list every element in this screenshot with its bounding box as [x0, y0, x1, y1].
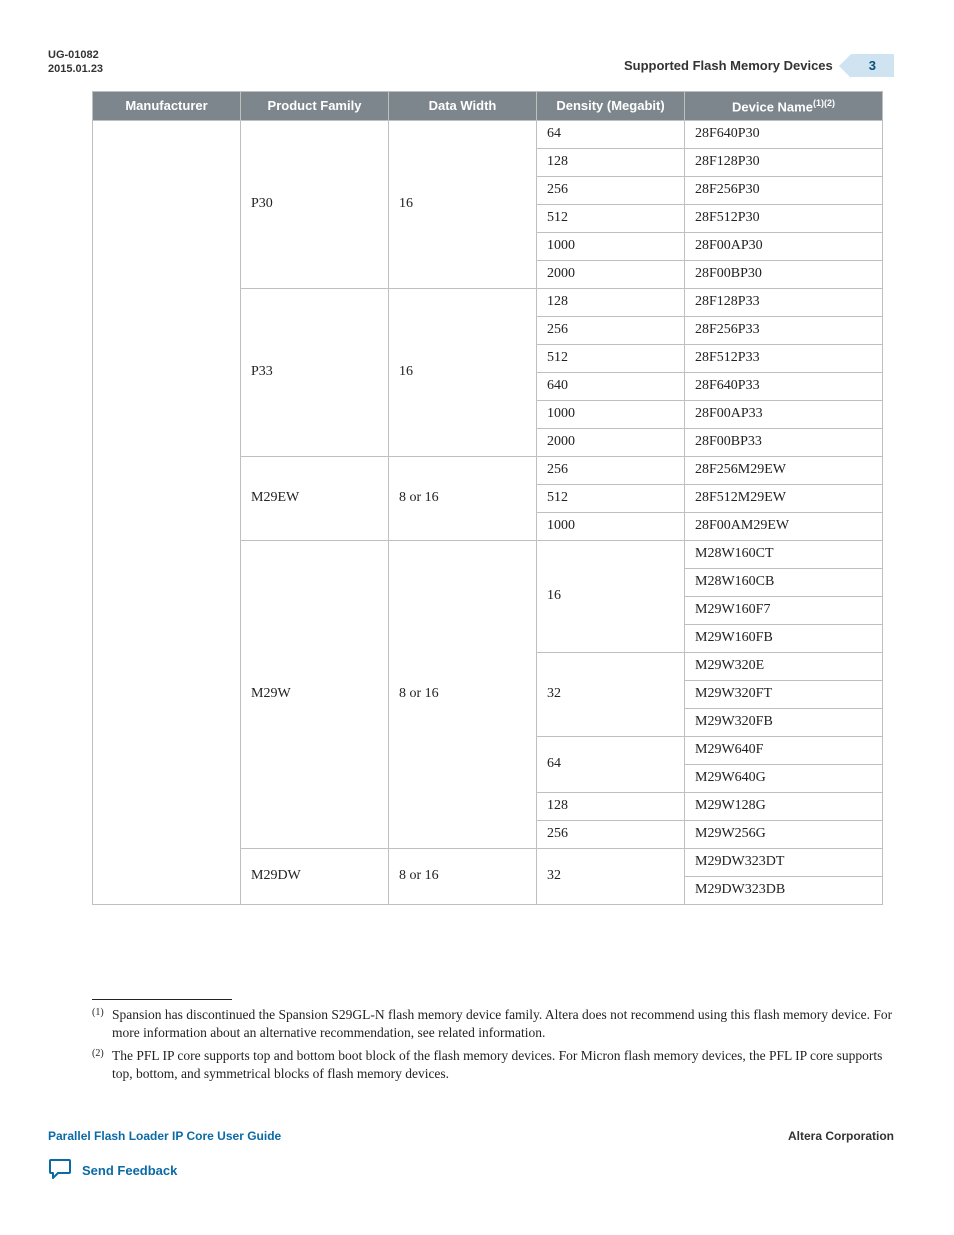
doc-identifier: UG-01082 2015.01.23 [48, 48, 103, 77]
speech-bubble-icon [48, 1158, 72, 1183]
table-cell: 512 [537, 484, 685, 512]
footnote-text: The PFL IP core supports top and bottom … [112, 1047, 894, 1083]
table-cell: 28F256P30 [685, 176, 883, 204]
table-cell: 28F512P33 [685, 344, 883, 372]
table-cell [93, 120, 241, 904]
table-cell: M29EW [241, 456, 389, 540]
table-cell: 256 [537, 820, 685, 848]
table-column-header: Manufacturer [93, 91, 241, 120]
table-cell: 16 [389, 120, 537, 288]
table-cell: 32 [537, 848, 685, 904]
page-header: UG-01082 2015.01.23 Supported Flash Memo… [48, 48, 894, 77]
table-cell: 2000 [537, 428, 685, 456]
table-column-header: Density (Megabit) [537, 91, 685, 120]
footnote: (2) The PFL IP core supports top and bott… [92, 1047, 894, 1083]
table-cell: 256 [537, 456, 685, 484]
table-cell: 640 [537, 372, 685, 400]
table-column-header: Product Family [241, 91, 389, 120]
table-column-header: Device Name(1)(2) [685, 91, 883, 120]
header-right: Supported Flash Memory Devices 3 [624, 54, 894, 77]
table-cell: 8 or 16 [389, 848, 537, 904]
footnotes: (1) Spansion has discontinued the Spansio… [92, 999, 894, 1087]
table-cell: 1000 [537, 232, 685, 260]
table-cell: M29W256G [685, 820, 883, 848]
table-cell: M29DW [241, 848, 389, 904]
send-feedback-label: Send Feedback [82, 1163, 177, 1178]
table-cell: 28F00BP30 [685, 260, 883, 288]
doc-date: 2015.01.23 [48, 63, 103, 75]
footnote-mark: (2) [92, 1047, 106, 1083]
table-cell: 28F00AP30 [685, 232, 883, 260]
table-cell: 28F512P30 [685, 204, 883, 232]
table-cell: M29DW323DT [685, 848, 883, 876]
footnote-mark: (1) [92, 1006, 106, 1042]
table-cell: M29W128G [685, 792, 883, 820]
table-cell: 64 [537, 736, 685, 792]
table-cell: 128 [537, 792, 685, 820]
table-cell: 512 [537, 204, 685, 232]
table-cell: 28F128P30 [685, 148, 883, 176]
table-cell: 16 [389, 288, 537, 456]
corporation-name: Altera Corporation [788, 1129, 894, 1143]
table-cell: 28F256P33 [685, 316, 883, 344]
table-cell: M29W320FB [685, 708, 883, 736]
doc-id: UG-01082 [48, 49, 99, 61]
table-cell: P30 [241, 120, 389, 288]
table-cell: 28F512M29EW [685, 484, 883, 512]
table-cell: 28F640P33 [685, 372, 883, 400]
table-header-row: ManufacturerProduct FamilyData WidthDens… [93, 91, 883, 120]
table-cell: 28F00AP33 [685, 400, 883, 428]
table-cell: M29W320E [685, 652, 883, 680]
table-cell: 256 [537, 316, 685, 344]
table-cell: M29W640G [685, 764, 883, 792]
table-cell: 128 [537, 148, 685, 176]
table-cell: 28F128P33 [685, 288, 883, 316]
table-cell: 256 [537, 176, 685, 204]
table-cell: 64 [537, 120, 685, 148]
table-cell: M29DW323DB [685, 876, 883, 904]
table-cell: 28F640P30 [685, 120, 883, 148]
table-column-header: Data Width [389, 91, 537, 120]
table-cell: P33 [241, 288, 389, 456]
table-cell: 8 or 16 [389, 540, 537, 848]
table-cell: M28W160CB [685, 568, 883, 596]
table-cell: 32 [537, 652, 685, 736]
table-cell: 512 [537, 344, 685, 372]
footnote: (1) Spansion has discontinued the Spansio… [92, 1006, 894, 1042]
table-cell: M28W160CT [685, 540, 883, 568]
table-cell: 2000 [537, 260, 685, 288]
table-cell: M29W [241, 540, 389, 848]
table-cell: M29W640F [685, 736, 883, 764]
table-cell: 28F00BP33 [685, 428, 883, 456]
footnote-text: Spansion has discontinued the Spansion S… [112, 1006, 894, 1042]
table-cell: 28F00AM29EW [685, 512, 883, 540]
table-cell: 28F256M29EW [685, 456, 883, 484]
page-footer: Parallel Flash Loader IP Core User Guide… [48, 1129, 894, 1143]
guide-title-link[interactable]: Parallel Flash Loader IP Core User Guide [48, 1129, 281, 1143]
flash-devices-table: ManufacturerProduct FamilyData WidthDens… [92, 91, 883, 905]
table-cell: M29W160F7 [685, 596, 883, 624]
section-title: Supported Flash Memory Devices [624, 58, 833, 73]
page-number-tab: 3 [851, 54, 894, 77]
footnote-rule [92, 999, 232, 1000]
table-cell: M29W160FB [685, 624, 883, 652]
table-row: P30166428F640P30 [93, 120, 883, 148]
table-cell: 128 [537, 288, 685, 316]
table-cell: 16 [537, 540, 685, 652]
table-cell: 1000 [537, 400, 685, 428]
send-feedback-link[interactable]: Send Feedback [48, 1158, 177, 1183]
table-cell: M29W320FT [685, 680, 883, 708]
table-cell: 1000 [537, 512, 685, 540]
table-cell: 8 or 16 [389, 456, 537, 540]
